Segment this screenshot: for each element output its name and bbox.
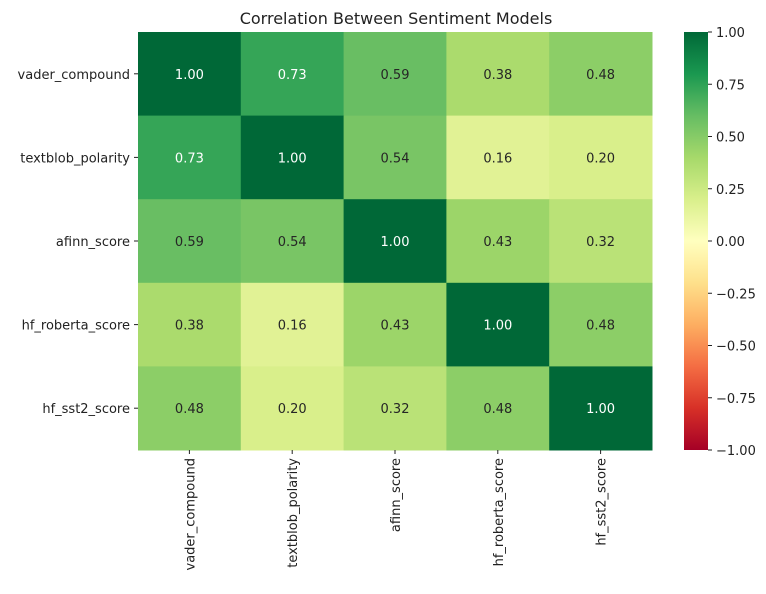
cell-value-label-2-0: 0.59 xyxy=(175,235,204,250)
cell-value-label-0-2: 0.59 xyxy=(381,68,410,83)
cell-value-label-3-4: 0.48 xyxy=(586,319,615,334)
heatmap-cell-4-3 xyxy=(446,366,550,451)
heatmap-cell-0-1 xyxy=(240,32,345,117)
cell-value-label-2-4: 0.32 xyxy=(586,235,615,250)
cell-value-label-4-3: 0.48 xyxy=(483,402,512,417)
heatmap-cell-3-2 xyxy=(343,282,447,367)
cell-value-label-0-1: 0.73 xyxy=(278,68,307,83)
y-tick-label-1: textblob_polarity xyxy=(20,151,130,166)
cell-value-label-3-3: 1.00 xyxy=(483,319,512,334)
heatmap-cell-2-1 xyxy=(240,199,345,284)
cell-value-label-4-2: 0.32 xyxy=(381,402,410,417)
colorbar-tick-label-2: 0.50 xyxy=(716,131,745,146)
cell-value-label-2-1: 0.54 xyxy=(278,235,307,250)
x-tick-label-4: hf_sst2_score xyxy=(595,458,610,546)
heatmap-cell-1-4 xyxy=(549,115,653,200)
heatmap-cell-2-2 xyxy=(343,199,447,284)
x-tick-label-1: textblob_polarity xyxy=(286,458,301,568)
cell-value-label-4-0: 0.48 xyxy=(175,402,204,417)
colorbar-tick-label-3: 0.25 xyxy=(716,183,745,198)
cell-value-label-1-1: 1.00 xyxy=(278,151,307,166)
y-tick-labels: vader_compound textblob_polarity afinn_sco… xyxy=(18,68,138,417)
cell-value-label-2-3: 0.43 xyxy=(483,235,512,250)
cell-value-label-2-2: 1.00 xyxy=(381,235,410,250)
heatmap-cell-1-0 xyxy=(138,115,242,200)
heatmap-cell-1-2 xyxy=(343,115,447,200)
x-tick-labels: vader_compound textblob_polarity afinn_sco… xyxy=(183,450,610,570)
colorbar-tick-label-7: −0.75 xyxy=(716,392,756,407)
heatmap-cell-3-0 xyxy=(138,282,242,367)
cell-value-label-1-2: 0.54 xyxy=(381,151,410,166)
colorbar-gradient xyxy=(684,32,708,450)
y-tick-label-4: hf_sst2_score xyxy=(42,402,130,417)
heatmap-cell-0-4 xyxy=(549,32,653,117)
heatmap-cells: 1.00 0.73 0.59 0.38 0.48 0.73 1.00 0.54 0.16 0.20… xyxy=(138,32,653,451)
heatmap-cell-3-4 xyxy=(549,282,653,367)
cell-value-label-0-4: 0.48 xyxy=(586,68,615,83)
cell-value-label-1-0: 0.73 xyxy=(175,151,204,166)
heatmap-cell-0-3 xyxy=(446,32,550,117)
heatmap-cell-2-3 xyxy=(446,199,550,284)
heatmap-cell-4-1 xyxy=(240,366,345,451)
cell-value-label-3-1: 0.16 xyxy=(278,319,307,334)
colorbar-tick-label-6: −0.50 xyxy=(716,340,756,355)
heatmap-cell-3-1 xyxy=(240,282,345,367)
x-tick-label-2: afinn_score xyxy=(389,458,404,532)
colorbar-tick-label-8: −1.00 xyxy=(716,444,756,459)
chart-title: Correlation Between Sentiment Models xyxy=(240,9,553,28)
cell-value-label-4-1: 0.20 xyxy=(278,402,307,417)
heatmap-cell-1-1 xyxy=(240,115,345,200)
heatmap-cell-2-4 xyxy=(549,199,653,284)
cell-value-label-0-0: 1.00 xyxy=(175,68,204,83)
heatmap-cell-0-0 xyxy=(138,32,242,117)
cell-value-label-1-3: 0.16 xyxy=(483,151,512,166)
cell-value-label-1-4: 0.20 xyxy=(586,151,615,166)
heatmap-cell-4-0 xyxy=(138,366,242,451)
cell-value-label-0-3: 0.38 xyxy=(483,68,512,83)
x-tick-label-3: hf_roberta_score xyxy=(492,458,507,566)
colorbar: 1.00 0.75 0.50 0.25 0.00 −0.25 −0.50 −0.75 −1.00 xyxy=(684,26,756,459)
colorbar-tick-label-1: 0.75 xyxy=(716,78,745,93)
colorbar-tick-label-0: 1.00 xyxy=(716,26,745,41)
y-tick-label-3: hf_roberta_score xyxy=(22,319,130,334)
x-tick-label-0: vader_compound xyxy=(183,458,198,570)
heatmap-cell-4-2 xyxy=(343,366,447,451)
heatmap-cell-4-4 xyxy=(549,366,653,451)
y-tick-label-2: afinn_score xyxy=(56,235,130,250)
colorbar-tick-label-4: 0.00 xyxy=(716,235,745,250)
cell-value-label-3-2: 0.43 xyxy=(381,319,410,334)
heatmap-cell-1-3 xyxy=(446,115,550,200)
heatmap-cell-0-2 xyxy=(343,32,447,117)
heatmap-cell-3-3 xyxy=(446,282,550,367)
cell-value-label-4-4: 1.00 xyxy=(586,402,615,417)
y-tick-label-0: vader_compound xyxy=(18,68,130,83)
cell-value-label-3-0: 0.38 xyxy=(175,319,204,334)
colorbar-tick-label-5: −0.25 xyxy=(716,287,756,302)
heatmap-cell-2-0 xyxy=(138,199,242,284)
